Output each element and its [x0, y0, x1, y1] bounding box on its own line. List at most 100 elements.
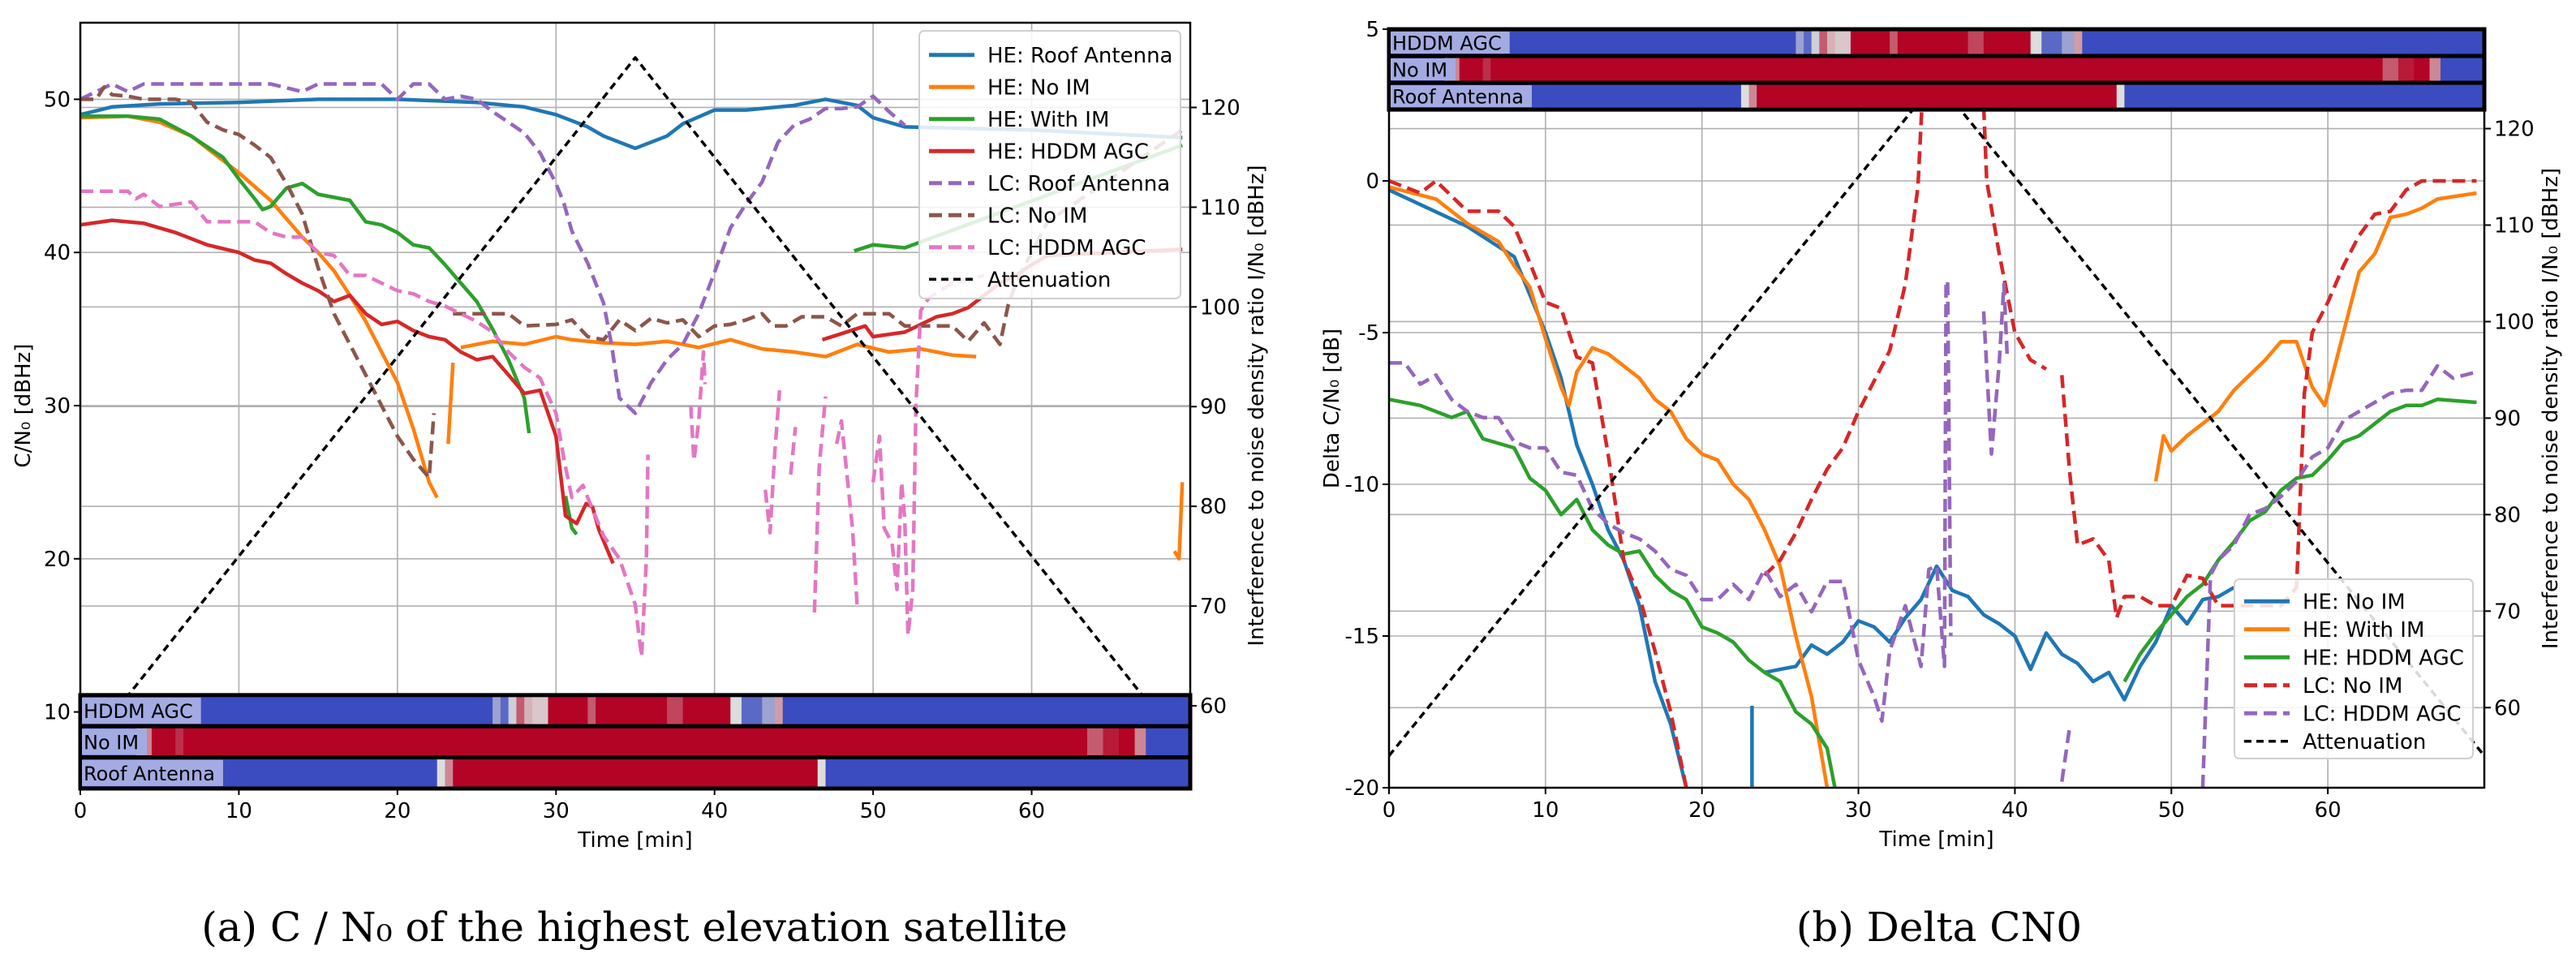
legend-label: HE: Roof Antenna — [987, 44, 1172, 68]
heatmap-cell — [183, 726, 1088, 758]
legend-label: LC: Roof Antenna — [987, 172, 1170, 196]
legend-item: LC: HDDM AGC — [929, 236, 1146, 260]
strip-label-box — [1391, 58, 1456, 81]
x-axis-label: Time [min] — [577, 828, 692, 853]
legend-label: HE: HDDM AGC — [987, 140, 1149, 164]
heatmap-cell — [1983, 29, 2032, 57]
y-tick-label: -10 — [1345, 473, 1379, 497]
heatmap-cell — [682, 694, 731, 727]
strip-label: HDDM AGC — [84, 700, 193, 723]
legend-item: HE: HDDM AGC — [2244, 646, 2464, 670]
heatmap-cell — [1897, 29, 1969, 57]
heatmap-cell — [1119, 726, 1136, 758]
heatmap-cell — [516, 694, 525, 727]
heatmap-cell — [2074, 29, 2083, 57]
y-right-tick-label: 120 — [2494, 118, 2535, 142]
heatmap-cell — [1740, 83, 1750, 110]
heatmap-cell — [437, 757, 445, 789]
heatmap-cell — [1795, 29, 1804, 57]
legend-box — [2234, 578, 2474, 759]
heatmap-cell — [1459, 56, 1484, 84]
legend-item: HE: Roof Antenna — [929, 44, 1172, 68]
y-right-tick-label: 90 — [1200, 395, 1227, 419]
series-line-lc-no-im — [1389, 29, 2477, 788]
y-tick-label: -15 — [1345, 625, 1379, 649]
heatmap-cell — [1103, 726, 1120, 758]
legend-label: LC: HDDM AGC — [2303, 702, 2462, 726]
heatmap-cell — [492, 694, 501, 727]
heatmap-cell — [596, 694, 668, 727]
strip-label-box — [82, 728, 148, 755]
series-line-he-no-im — [80, 114, 1185, 561]
x-tick-label: 10 — [1532, 798, 1559, 823]
y-tick-label: 5 — [1365, 18, 1379, 42]
y-right-tick-label: 100 — [2494, 310, 2535, 334]
heatmap-strips: HDDM AGC No IM Roof Antenna — [78, 693, 1193, 791]
series-line-lc-no-im — [80, 85, 1184, 479]
legend-box — [918, 30, 1181, 299]
x-tick-label: 60 — [2315, 798, 2342, 823]
legend-label: HE: No IM — [2303, 590, 2406, 614]
heatmap-cell — [2382, 56, 2399, 84]
x-tick-label: 0 — [1383, 798, 1396, 823]
y-tick-label: 40 — [44, 241, 71, 265]
legend-label: HE: HDDM AGC — [2303, 646, 2464, 670]
y-tick-label: 30 — [44, 394, 71, 419]
y-tick-label: -5 — [1358, 321, 1379, 346]
plot-a-cn0-highest-elevation: HDDM AGC No IM Roof Antenna 0 10 20 30 40 50 60 10… — [11, 21, 1269, 853]
heatmap-cell — [1811, 29, 1820, 57]
legend-item: HE: HDDM AGC — [929, 140, 1149, 164]
x-tick-label: 0 — [74, 799, 88, 823]
heatmap-cell — [1134, 726, 1146, 758]
legend-label: HE: With IM — [2303, 618, 2424, 643]
strip-label-box — [1391, 85, 1532, 108]
heatmap-cell — [1967, 29, 1985, 57]
heatmap-cell — [2030, 29, 2042, 57]
legend-item: LC: No IM — [929, 204, 1087, 228]
legend-label: Attenuation — [987, 268, 1111, 292]
heatmap-cell — [1819, 29, 1828, 57]
x-tick-label: 30 — [1845, 798, 1872, 823]
x-tick-label: 20 — [384, 799, 411, 823]
y-right-axis-label: Interference to noise density ratio I/N₀… — [2539, 168, 2563, 649]
x-tick-label: 60 — [1018, 799, 1045, 823]
heatmap-cell — [774, 694, 784, 727]
heatmap-cell — [1757, 83, 2118, 110]
x-tick-label: 40 — [701, 799, 728, 823]
heatmap-cell — [1748, 83, 1757, 110]
x-tick-label: 20 — [1688, 798, 1715, 823]
series-line-he-hddm-agc — [1389, 398, 2477, 788]
y-right-tick-label: 60 — [2494, 696, 2521, 720]
series-line-he-no-im — [1389, 188, 2235, 788]
heatmap-cell — [1827, 29, 1836, 57]
heatmap-cell — [1482, 56, 1491, 84]
heatmap-cell — [1834, 29, 1851, 57]
y-right-axis-label: Interference to noise density ratio I/N₀… — [1245, 165, 1269, 646]
heatmap-cell — [500, 694, 510, 727]
x-tick-label: 50 — [2158, 798, 2185, 823]
y-right-tick-label: 90 — [2494, 406, 2521, 431]
y-right-tick-label: 60 — [1200, 694, 1227, 719]
heatmap-strips: HDDM AGC No IM Roof Antenna — [1387, 27, 2487, 112]
strip-label: No IM — [84, 731, 139, 754]
heatmap-cell — [1146, 726, 1191, 758]
series-line-he-with-im — [1389, 185, 2477, 788]
legend-label: LC: No IM — [2303, 674, 2402, 698]
x-tick-label: 30 — [543, 799, 570, 823]
strip-label-box — [1391, 32, 1510, 54]
x-axis-label: Time [min] — [1878, 827, 1993, 852]
y-tick-label: 0 — [1365, 170, 1379, 194]
x-tick-label: 10 — [226, 799, 252, 823]
heatmap-cell — [782, 694, 1191, 727]
heatmap-cell — [445, 757, 454, 789]
heatmap-cell — [524, 694, 533, 727]
series-line-attenuation — [80, 56, 1190, 757]
y-tick-label: -20 — [1345, 776, 1379, 801]
heatmap-cell — [1086, 726, 1104, 758]
y-tick-label: 50 — [44, 88, 71, 112]
y-right-tick-label: 80 — [1200, 495, 1227, 519]
heatmap-cell — [667, 694, 684, 727]
series-line-lc-hddm-agc — [1389, 279, 2477, 788]
legend-label: Attenuation — [2303, 730, 2426, 754]
